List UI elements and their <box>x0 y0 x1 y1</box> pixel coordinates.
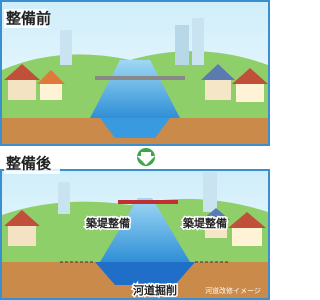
building <box>60 30 72 65</box>
annotation: 河道掘削 <box>133 283 177 297</box>
after-panel: 整備後 築堤整備 築堤整備 河道掘削 河道改修イメージ <box>1 155 269 300</box>
bridge <box>95 76 185 80</box>
illustration: 整備前 整備後 築堤整備 築堤整備 河道掘削 河道改修イメージ <box>0 0 270 300</box>
panel-label: 整備前 <box>6 10 51 28</box>
building <box>203 172 217 212</box>
annotation: 築堤整備 <box>182 216 227 230</box>
building <box>192 18 204 65</box>
annotation: 築堤整備 <box>85 216 130 230</box>
before-panel: 整備前 <box>1 1 269 145</box>
arrow <box>136 147 156 167</box>
bridge <box>118 200 178 204</box>
caption: 河道改修イメージ <box>205 286 261 295</box>
building <box>58 182 70 214</box>
panel-label: 整備後 <box>6 155 52 173</box>
building <box>175 25 189 65</box>
